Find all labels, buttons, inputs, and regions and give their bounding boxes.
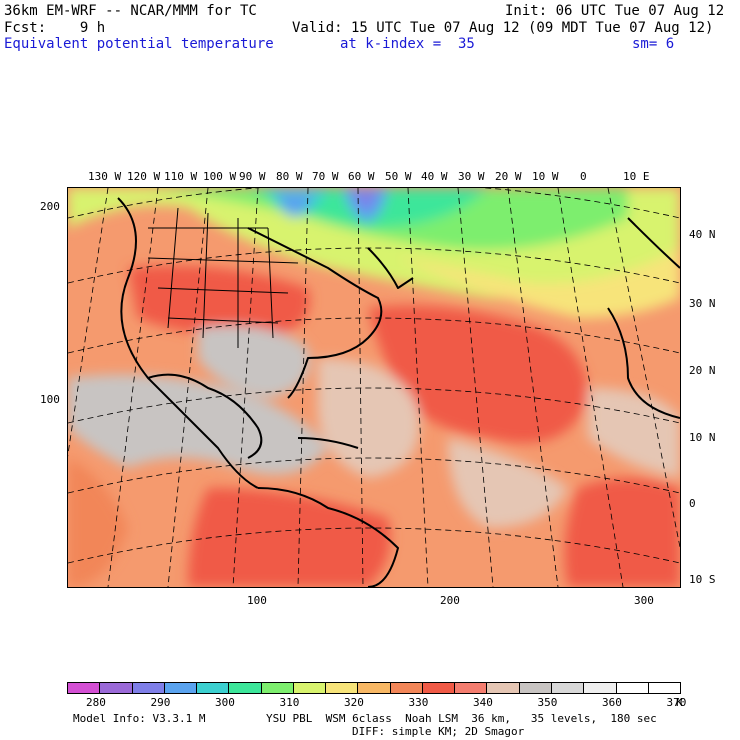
color-scale-label: 340 <box>473 696 493 709</box>
latitude-label: 20 N <box>689 364 716 377</box>
color-scale-label: 370 <box>666 696 687 709</box>
longitude-label: 10 E <box>623 170 650 183</box>
longitude-label: 90 W <box>239 170 266 183</box>
color-scale-label: 300 <box>215 696 235 709</box>
longitude-label: 20 W <box>495 170 522 183</box>
longitude-label: 10 W <box>532 170 559 183</box>
color-scale-swatch <box>197 683 230 693</box>
color-scale-swatch <box>616 683 649 693</box>
longitude-label: 0 <box>580 170 587 183</box>
color-scale-swatch <box>358 683 391 693</box>
color-scale-swatch <box>487 683 520 693</box>
color-scale-swatch <box>455 683 488 693</box>
color-scale-label: 320 <box>344 696 364 709</box>
physics-info: YSU PBL WSM 6class Noah LSM 36 km, 35 le… <box>266 712 657 725</box>
grid-x-label: 200 <box>440 594 460 607</box>
longitude-label: 40 W <box>421 170 448 183</box>
latitude-label: 30 N <box>689 297 716 310</box>
color-scale-swatch <box>132 683 165 693</box>
color-scale-label: 350 <box>537 696 558 709</box>
grid-x-label: 300 <box>634 594 654 607</box>
longitude-label: 100 W <box>203 170 237 183</box>
color-scale-label: 310 <box>279 696 300 709</box>
color-scale-swatch <box>584 683 617 693</box>
smoothing: sm= 6 <box>632 36 675 52</box>
model-info: Model Info: V3.3.1 M <box>73 712 206 725</box>
color-scale-swatch <box>648 683 681 693</box>
color-scale-label: 330 <box>408 696 429 709</box>
longitude-label: 70 W <box>312 170 339 183</box>
color-scale-swatch <box>100 683 133 693</box>
color-scale-swatch <box>164 683 198 693</box>
longitude-label: 30 W <box>458 170 485 183</box>
field-name: Equivalent potential temperature <box>4 36 274 52</box>
diffusion-info: DIFF: simple KM; 2D Smagor <box>352 725 525 738</box>
color-scale-swatch <box>422 683 456 693</box>
theta-e-map <box>47 182 689 588</box>
init-time: Init: 06 UTC Tue 07 Aug 12 <box>505 3 725 19</box>
latitude-label: 10 N <box>689 431 716 444</box>
color-scale-swatch <box>261 683 294 693</box>
model-title: 36km EM-WRF -- NCAR/MMM for TC <box>4 3 257 19</box>
valid-time: Valid: 15 UTC Tue 07 Aug 12 (09 MDT Tue … <box>292 20 714 36</box>
latitude-label: 0 <box>689 497 696 510</box>
color-scale-label: 280 <box>86 696 106 709</box>
k-index: at k-index = 35 <box>340 36 475 52</box>
longitude-label: 60 W <box>348 170 375 183</box>
latitude-label: 10 S <box>689 573 716 586</box>
color-scale-swatch <box>326 683 359 693</box>
longitude-label: 80 W <box>276 170 303 183</box>
map-canvas <box>47 182 689 588</box>
latitude-label: 40 N <box>689 228 716 241</box>
longitude-label: 50 W <box>385 170 412 183</box>
color-scale-swatch <box>229 683 262 693</box>
color-scale-swatch <box>519 683 552 693</box>
longitude-label: 110 W <box>164 170 198 183</box>
longitude-label: 120 W <box>127 170 161 183</box>
color-scale-bar <box>67 682 681 694</box>
grid-x-label: 100 <box>247 594 267 607</box>
color-scale-swatch <box>293 683 327 693</box>
grid-y-label: 100 <box>40 393 60 406</box>
color-scale-swatch <box>551 683 585 693</box>
grid-y-label: 200 <box>40 200 60 213</box>
color-scale-label: K <box>676 696 683 709</box>
color-scale-swatch <box>68 683 101 693</box>
color-scale-swatch <box>390 683 423 693</box>
color-scale-label: 360 <box>602 696 622 709</box>
longitude-label: 130 W <box>88 170 122 183</box>
forecast-hour: Fcst: 9 h <box>4 20 106 36</box>
color-scale-label: 290 <box>150 696 171 709</box>
